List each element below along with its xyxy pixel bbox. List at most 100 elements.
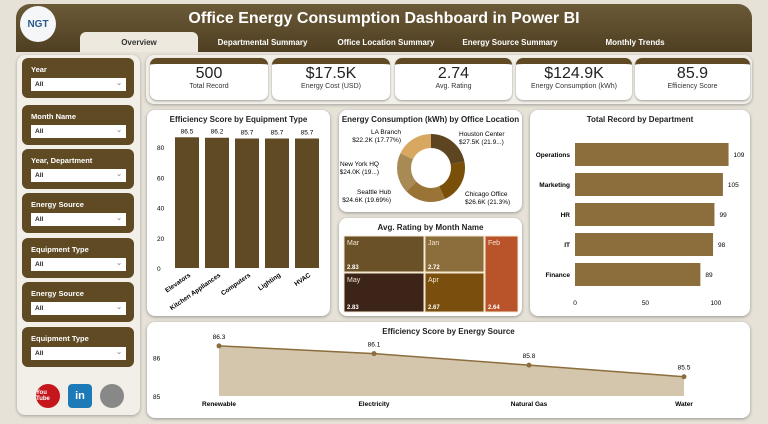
y-tick-label: 86 — [153, 355, 161, 362]
y-tick-label: 60 — [157, 175, 165, 182]
cell-value: 2.64 — [488, 305, 500, 311]
bar — [205, 137, 229, 268]
slicer-value: All — [35, 128, 44, 135]
slicer-dropdown[interactable]: All ⌄ — [31, 258, 126, 271]
x-tick-label: 0 — [573, 300, 577, 307]
x-tick-label: HVAC — [293, 272, 312, 288]
slice-label: $24.6K (19.69%) — [342, 197, 391, 204]
cell-name: Feb — [488, 240, 500, 247]
slice-label: $26.6K (21.3%) — [465, 199, 510, 206]
bar — [295, 138, 319, 268]
slicer-dropdown[interactable]: All ⌄ — [31, 302, 126, 315]
kpi-label: Energy Cost (USD) — [301, 83, 361, 90]
cell-name: May — [347, 277, 361, 284]
data-point — [371, 351, 377, 357]
linkedin-icon[interactable]: in — [68, 384, 92, 408]
donut-svg: Houston Center$27.5K (21.9...) Chicago Of… — [340, 129, 511, 206]
equipment-efficiency-chart: Efficiency Score by Equipment Type 0 20 40… — [147, 110, 330, 316]
location-donut-chart: Energy Consumption (kWh) by Office Locat… — [339, 110, 522, 212]
chevron-down-icon: ⌄ — [116, 349, 122, 356]
y-tick-label: 85 — [153, 394, 161, 401]
slicer-dropdown[interactable]: All ⌄ — [31, 169, 126, 182]
x-tick-label: Lighting — [257, 272, 282, 292]
slice-name: LA Branch — [371, 129, 401, 136]
bar — [175, 137, 199, 268]
kpi-card: $17.5K Energy Cost (USD) — [272, 58, 390, 100]
tab-energy-source-summary[interactable]: Energy Source Summary — [462, 37, 558, 47]
slicer-energy-source: Energy Source All ⌄ — [22, 282, 134, 322]
kpi-label: Efficiency Score — [667, 83, 718, 90]
slicer-dropdown[interactable]: All ⌄ — [31, 78, 126, 91]
data-label: 86.1 — [368, 342, 381, 349]
slice-name: Seattle Hub — [357, 189, 391, 196]
y-tick-label: 20 — [157, 236, 165, 243]
youtube-icon[interactable]: You Tube — [36, 384, 60, 408]
globe-icon[interactable] — [100, 384, 124, 408]
slicer-month-name: Month Name All ⌄ — [22, 105, 134, 145]
month-rating-treemap: Avg. Rating by Month Name Mar 2.83 Jan 2.72… — [339, 218, 522, 316]
slicer-value: All — [35, 172, 44, 179]
donut-slice — [431, 134, 465, 165]
kpi-label: Avg. Rating — [435, 83, 472, 90]
slicer-label: Energy Source — [31, 289, 84, 298]
chevron-down-icon: ⌄ — [116, 127, 122, 134]
slicer-dropdown[interactable]: All ⌄ — [31, 347, 126, 360]
cell-value: 2.83 — [347, 265, 359, 271]
data-label: 86.3 — [213, 334, 226, 341]
slice-name: Houston Center — [459, 131, 505, 138]
x-tick-label: Water — [675, 401, 693, 408]
y-tick-label: Finance — [545, 272, 570, 279]
kpi-value: $124.9K — [544, 65, 604, 82]
treemap-svg: Mar 2.83 Jan 2.72 Feb 2.64 May 2.83 Apr 2.67 — [343, 235, 519, 313]
x-tick-label: 100 — [710, 300, 721, 307]
chevron-down-icon: ⌄ — [116, 260, 122, 267]
kpi-card: 500 Total Record — [150, 58, 268, 100]
kpi-card: 85.9 Efficiency Score — [635, 58, 750, 100]
x-tick-label: Kitchen Appliances — [169, 272, 223, 312]
chart-title: Efficiency Score by Equipment Type — [169, 115, 308, 124]
chevron-down-icon: ⌄ — [116, 215, 122, 222]
kpi-card: 2.74 Avg. Rating — [395, 58, 512, 100]
department-bar-svg: Operations 109 Marketing 105 HR 99 IT 98 Finance… — [536, 143, 745, 307]
treemap-cell — [343, 272, 425, 313]
data-label: 109 — [734, 152, 745, 159]
chevron-down-icon: ⌄ — [116, 304, 122, 311]
kpi-value: 2.74 — [437, 65, 470, 82]
kpi-value: 85.9 — [676, 65, 709, 82]
area-svg: 85 86 86.3 Renewable 86.1 Electricity 85.8 Natu… — [153, 334, 693, 408]
kpi-label: Energy Consumption (kWh) — [531, 83, 617, 90]
slicer-value: All — [35, 305, 44, 312]
tab-departmental-summary[interactable]: Departmental Summary — [217, 37, 308, 47]
bar — [575, 143, 729, 166]
tab-overview[interactable]: Overview — [80, 32, 198, 52]
slicer-dropdown[interactable]: All ⌄ — [31, 213, 126, 226]
data-label: 99 — [719, 212, 727, 219]
data-label: 85.7 — [271, 129, 284, 136]
chart-title: Efficiency Score by Energy Source — [382, 327, 515, 336]
page-title: Office Energy Consumption Dashboard in P… — [188, 10, 580, 27]
data-point — [216, 343, 222, 349]
slicer-label: Energy Source — [31, 200, 84, 209]
data-label: 85.7 — [241, 129, 254, 136]
cell-value: 2.72 — [428, 265, 440, 271]
slicer-value: All — [35, 216, 44, 223]
tab-monthly-trends[interactable]: Monthly Trends — [605, 37, 665, 47]
slicer-year-department: Year, Department All ⌄ — [22, 149, 134, 189]
x-tick-label: Elevators — [164, 272, 192, 295]
bar — [575, 233, 714, 256]
chevron-down-icon: ⌄ — [116, 80, 122, 87]
treemap-cell — [424, 235, 485, 273]
slicer-dropdown[interactable]: All ⌄ — [31, 125, 126, 138]
equipment-bar-svg: 0 20 40 60 80 86.5 Elevators 86.2 Kitchen Applia… — [157, 128, 319, 312]
slice-label: $27.5K (21.9...) — [459, 139, 504, 146]
y-tick-label: HR — [561, 212, 571, 219]
slice-name: New York HQ — [340, 161, 379, 168]
data-label: 89 — [705, 272, 713, 279]
y-tick-label: Operations — [536, 152, 571, 159]
data-label: 86.2 — [211, 129, 224, 136]
donut-slice — [397, 153, 417, 192]
bar — [575, 263, 701, 286]
tab-office-location-summary[interactable]: Office Location Summary — [337, 37, 435, 47]
logo-text: NGT — [27, 18, 49, 30]
x-tick-label: Renewable — [202, 401, 236, 408]
